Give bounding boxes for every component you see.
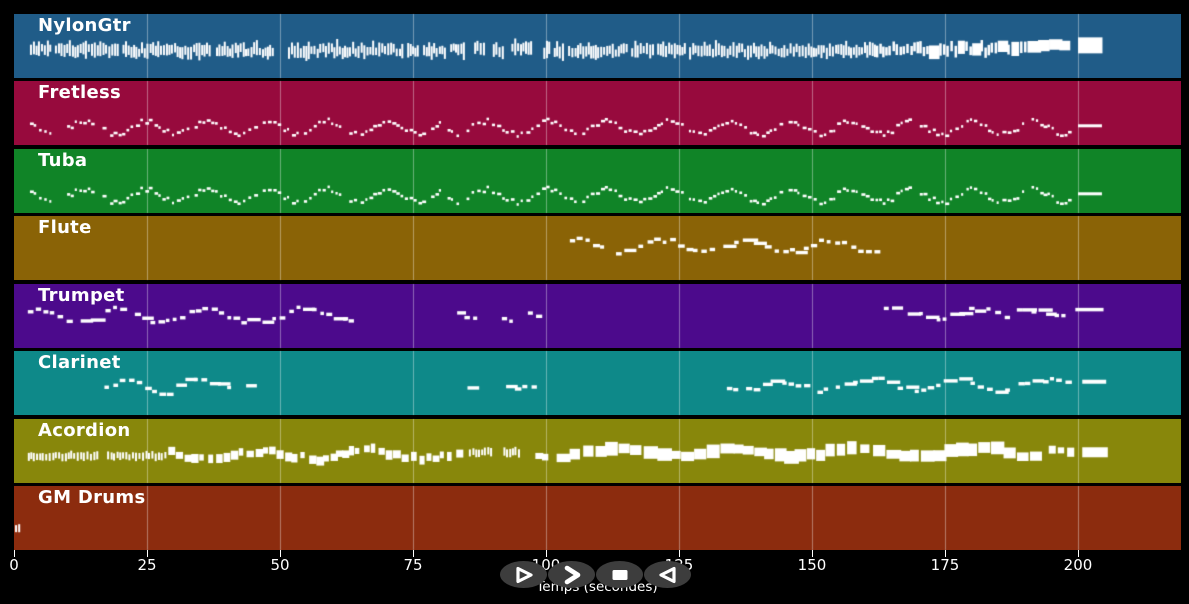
- track-label: NylonGtr: [38, 15, 131, 36]
- axis-tick-label: 200: [1063, 556, 1093, 574]
- fast-forward-button[interactable]: [548, 561, 595, 588]
- track-band-flute: Flute: [14, 216, 1181, 280]
- rewind-button[interactable]: [644, 561, 691, 588]
- axis-tick-label: 150: [797, 556, 827, 574]
- track-band-acordion: Acordion: [14, 419, 1181, 483]
- track-band-gm-drums: GM Drums: [14, 486, 1181, 550]
- axis-tick-label: 0: [9, 556, 19, 574]
- play-icon: [511, 565, 537, 585]
- track-label: Tuba: [38, 150, 88, 171]
- fast-forward-icon: [559, 565, 585, 585]
- rewind-icon: [655, 565, 681, 585]
- track-label: Flute: [38, 217, 92, 238]
- track-label: GM Drums: [38, 487, 146, 508]
- track-band-trumpet: Trumpet: [14, 284, 1181, 348]
- transport-controls: [500, 561, 691, 588]
- track-band-clarinet: Clarinet: [14, 351, 1181, 415]
- axis-tick-label: 175: [930, 556, 960, 574]
- track-label: Clarinet: [38, 352, 121, 373]
- track-label: Acordion: [38, 420, 131, 441]
- play-button[interactable]: [500, 561, 547, 588]
- track-band-nylongtr: NylonGtr: [14, 14, 1181, 78]
- track-label: Trumpet: [38, 285, 125, 306]
- stop-icon: [607, 565, 633, 585]
- track-band-fretless: Fretless: [14, 81, 1181, 145]
- axis-tick-label: 25: [137, 556, 157, 574]
- track-band-tuba: Tuba: [14, 149, 1181, 213]
- track-label: Fretless: [38, 82, 122, 103]
- axis-tick-label: 75: [403, 556, 423, 574]
- axis-tick-label: 50: [270, 556, 290, 574]
- stop-button[interactable]: [596, 561, 643, 588]
